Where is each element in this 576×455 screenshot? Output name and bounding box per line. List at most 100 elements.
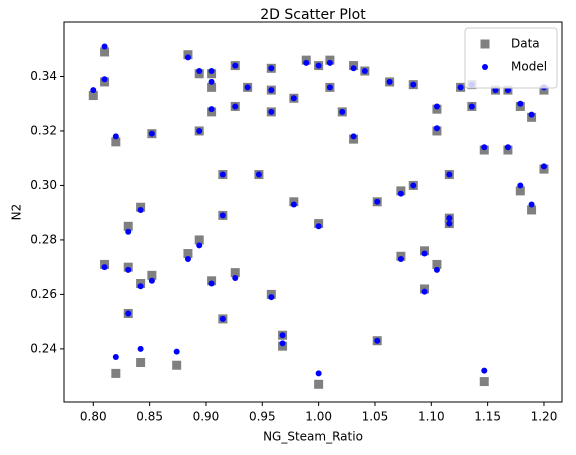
- point: [208, 106, 215, 113]
- point: [468, 103, 475, 110]
- point: [147, 270, 157, 280]
- point: [481, 144, 488, 151]
- point: [528, 201, 535, 208]
- legend-label: Data: [511, 37, 540, 51]
- point: [315, 62, 322, 69]
- point: [196, 68, 203, 75]
- point: [481, 367, 488, 374]
- point: [125, 266, 132, 273]
- point: [184, 255, 191, 262]
- point: [528, 111, 535, 118]
- point: [90, 87, 97, 94]
- point: [315, 370, 322, 377]
- point: [279, 340, 286, 347]
- point: [148, 130, 155, 137]
- point: [268, 65, 275, 72]
- point: [137, 283, 144, 290]
- point: [517, 182, 524, 189]
- point: [173, 348, 180, 355]
- point: [111, 137, 121, 147]
- y-tick-label: 0.24: [30, 341, 57, 355]
- x-tick-label: 0.90: [193, 410, 220, 424]
- point: [386, 78, 393, 85]
- point: [111, 368, 121, 378]
- x-tick-label: 0.80: [80, 410, 107, 424]
- point: [207, 82, 217, 92]
- point: [112, 133, 119, 140]
- point: [315, 223, 322, 230]
- point: [100, 47, 110, 57]
- point: [433, 103, 440, 110]
- plot-frame: [63, 21, 563, 403]
- point: [421, 250, 428, 257]
- point: [303, 59, 310, 66]
- point: [184, 54, 191, 61]
- point: [196, 242, 203, 249]
- y-tick-label: 0.32: [30, 123, 57, 137]
- x-axis-label: NG_Steam_Ratio: [263, 430, 363, 444]
- point: [421, 288, 428, 295]
- y-tick-label: 0.34: [30, 69, 57, 83]
- y-axis-label: N2: [10, 204, 24, 221]
- point: [432, 259, 442, 269]
- y-tick-label: 0.28: [30, 232, 57, 246]
- point: [540, 163, 547, 170]
- point: [479, 377, 489, 387]
- x-tick-label: 1.00: [305, 410, 332, 424]
- point: [137, 206, 144, 213]
- point: [515, 186, 525, 196]
- point: [101, 43, 108, 50]
- point: [268, 108, 275, 115]
- point: [268, 294, 275, 301]
- x-tick-label: 0.85: [136, 410, 163, 424]
- point: [219, 171, 226, 178]
- point: [326, 59, 333, 66]
- point: [504, 144, 511, 151]
- point: [244, 84, 251, 91]
- point: [101, 76, 108, 83]
- point: [219, 315, 226, 322]
- point: [527, 205, 537, 215]
- point: [339, 108, 346, 115]
- point: [136, 358, 146, 368]
- point: [326, 84, 333, 91]
- x-tick-label: 1.15: [474, 410, 501, 424]
- point: [232, 275, 239, 282]
- point: [112, 354, 119, 361]
- x-tick-label: 0.95: [249, 410, 276, 424]
- legend-swatch: [482, 64, 488, 70]
- point: [446, 220, 453, 227]
- point: [208, 78, 215, 85]
- point: [172, 360, 182, 370]
- x-tick-label: 1.20: [531, 410, 558, 424]
- point: [183, 249, 193, 259]
- chart-title: 2D Scatter Plot: [260, 7, 366, 23]
- point: [504, 87, 511, 94]
- point: [125, 310, 132, 317]
- point: [397, 255, 404, 262]
- point: [433, 125, 440, 132]
- point: [196, 127, 203, 134]
- point: [410, 81, 417, 88]
- point: [397, 190, 404, 197]
- point: [350, 133, 357, 140]
- point: [230, 268, 240, 278]
- point: [314, 379, 324, 389]
- point: [517, 100, 524, 107]
- point: [350, 65, 357, 72]
- point: [137, 345, 144, 352]
- point: [290, 95, 297, 102]
- point: [255, 171, 262, 178]
- point: [125, 228, 132, 235]
- point: [446, 215, 453, 222]
- y-tick-label: 0.30: [30, 178, 57, 192]
- point: [446, 171, 453, 178]
- point: [290, 201, 297, 208]
- point: [279, 332, 286, 339]
- point: [208, 68, 215, 75]
- point: [101, 264, 108, 271]
- point: [148, 277, 155, 284]
- point: [88, 91, 98, 101]
- point: [374, 337, 381, 344]
